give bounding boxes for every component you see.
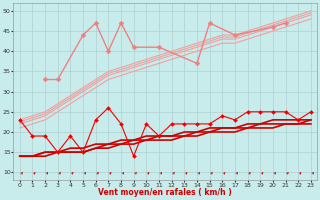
X-axis label: Vent moyen/en rafales ( km/h ): Vent moyen/en rafales ( km/h ) <box>99 188 232 197</box>
